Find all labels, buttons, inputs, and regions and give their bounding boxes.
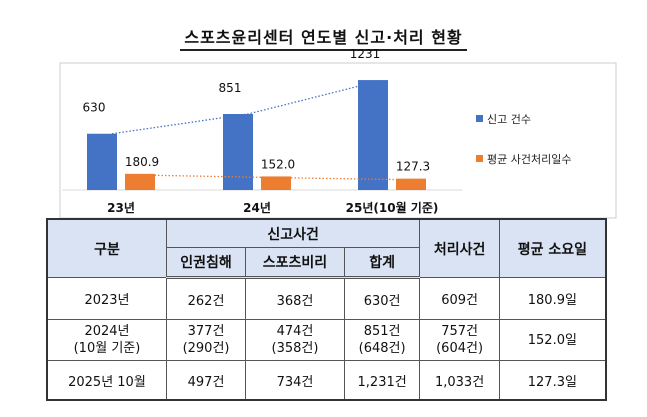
bar-chart: 630 851 1231 신고 건수 180.9 152.0 127.3 평균 사건처리일수 2… <box>59 47 617 219</box>
bar-reports <box>87 133 117 190</box>
header-avg-days: 평균 소요일 <box>498 218 607 278</box>
table-cell: 1,033건 <box>419 360 500 401</box>
legend-swatch <box>476 155 483 162</box>
x-tick-label: 25년(10월 기준) <box>346 200 439 215</box>
data-label: 1231 <box>350 47 381 61</box>
table-cell: 851건 (648건) <box>343 319 421 361</box>
legend-label: 평균 사건처리일수 <box>487 152 571 166</box>
header-processed: 처리사건 <box>419 218 500 278</box>
bar-reports <box>223 114 253 190</box>
header-total: 합계 <box>343 247 421 279</box>
bar-reports <box>358 80 388 190</box>
data-label: 851 <box>219 81 242 95</box>
table-cell: 757건 (604건) <box>419 319 500 361</box>
table-cell: 127.3일 <box>498 360 607 401</box>
table-cell: 474건 (358건) <box>245 319 345 361</box>
x-tick-label: 24년 <box>243 201 271 215</box>
data-label: 180.9 <box>125 155 159 169</box>
header-sports-corruption: 스포츠비리 <box>245 247 345 279</box>
stats-table: 구분 신고사건 처리사건 평균 소요일 인권침해 스포츠비리 합계 2023년 2… <box>46 218 607 401</box>
bar-avg-days <box>125 173 155 190</box>
table-cell: 734건 <box>245 360 345 401</box>
trendline-reports <box>111 79 384 135</box>
bar-avg-days <box>396 178 426 190</box>
page-title: 스포츠윤리센터 연도별 신고·처리 현황 <box>0 24 647 51</box>
data-label: 127.3 <box>396 160 430 174</box>
row-label: 2024년 (10월 기준) <box>46 319 167 361</box>
table-row: 2023년 262건 368건 630건 609건 180.9일 <box>46 277 607 320</box>
data-label: 630 <box>83 101 106 115</box>
header-reports: 신고사건 <box>165 218 421 248</box>
legend-swatch <box>476 115 483 122</box>
table-cell: 152.0일 <box>498 319 607 361</box>
bar-avg-days <box>261 176 291 190</box>
table-cell: 368건 <box>245 277 345 320</box>
table-row: 2025년 10월 497건 734건 1,231건 1,033건 127.3일 <box>46 360 607 401</box>
table-cell: 262건 <box>165 277 247 320</box>
header-human-rights: 인권침해 <box>165 247 247 279</box>
data-label: 152.0 <box>261 157 295 171</box>
table-cell: 1,231건 <box>343 360 421 401</box>
x-tick-label: 23년 <box>107 201 135 215</box>
row-label: 2025년 10월 <box>46 360 167 401</box>
legend-label: 신고 건수 <box>487 113 531 126</box>
header-category: 구분 <box>46 218 167 278</box>
table-cell: 609건 <box>419 277 500 320</box>
table-cell: 630건 <box>343 277 421 320</box>
table-cell: 377건 (290건) <box>165 319 247 361</box>
table-row: 2024년 (10월 기준) 377건 (290건) 474건 (358건) 851건 (64… <box>46 319 607 361</box>
table-cell: 180.9일 <box>498 277 607 320</box>
row-label: 2023년 <box>46 277 167 320</box>
title-text: 스포츠윤리센터 연도별 신고·처리 현황 <box>180 28 467 51</box>
chart-frame <box>59 62 617 219</box>
table-cell: 497건 <box>165 360 247 401</box>
